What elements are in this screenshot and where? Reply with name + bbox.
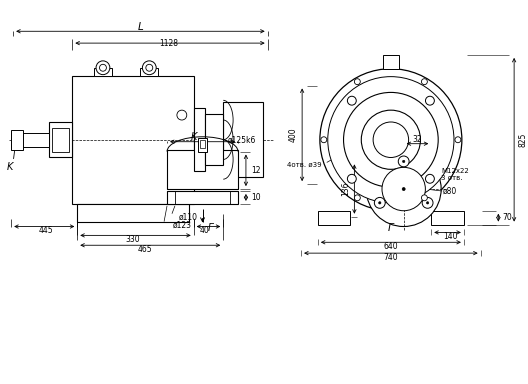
Text: 4отв. ø39: 4отв. ø39 xyxy=(287,161,322,167)
Bar xyxy=(194,108,205,171)
Text: 1128: 1128 xyxy=(159,39,178,48)
Bar xyxy=(140,68,158,76)
Bar xyxy=(11,133,49,147)
Circle shape xyxy=(96,61,110,74)
Text: 140: 140 xyxy=(443,232,457,241)
Text: 3 отв.: 3 отв. xyxy=(441,175,463,181)
Circle shape xyxy=(373,122,409,157)
Circle shape xyxy=(421,79,427,84)
Text: 445: 445 xyxy=(39,226,53,235)
Bar xyxy=(223,102,263,177)
Text: ø80: ø80 xyxy=(443,187,457,195)
Circle shape xyxy=(374,197,385,208)
Circle shape xyxy=(361,110,420,169)
Text: 70: 70 xyxy=(502,213,512,222)
Circle shape xyxy=(366,152,441,227)
Circle shape xyxy=(320,69,462,211)
Bar xyxy=(318,211,351,225)
Text: 10: 10 xyxy=(251,193,260,202)
Text: 640: 640 xyxy=(383,242,398,251)
Text: 330: 330 xyxy=(125,235,140,244)
Bar xyxy=(72,76,194,204)
Circle shape xyxy=(382,167,426,211)
Text: Г: Г xyxy=(388,223,394,233)
Bar xyxy=(52,128,69,152)
Circle shape xyxy=(398,156,409,167)
Circle shape xyxy=(426,174,435,183)
Circle shape xyxy=(426,96,435,105)
Text: M12x22: M12x22 xyxy=(441,168,469,174)
Circle shape xyxy=(354,79,360,84)
Circle shape xyxy=(455,137,461,143)
Text: 825: 825 xyxy=(518,132,527,147)
Circle shape xyxy=(143,61,156,74)
Bar xyxy=(200,140,205,147)
Bar xyxy=(77,204,188,222)
Circle shape xyxy=(421,195,427,201)
Text: 12: 12 xyxy=(251,166,260,175)
Circle shape xyxy=(422,197,433,208)
Text: 32: 32 xyxy=(413,135,422,144)
Circle shape xyxy=(379,202,381,204)
Circle shape xyxy=(347,96,356,105)
Text: K: K xyxy=(6,162,13,172)
Bar xyxy=(167,191,238,204)
Text: K: K xyxy=(191,132,197,142)
Circle shape xyxy=(99,64,107,71)
Text: Г: Г xyxy=(208,223,213,233)
Circle shape xyxy=(328,77,454,203)
Text: ø123: ø123 xyxy=(173,221,192,230)
Circle shape xyxy=(402,160,405,162)
Bar xyxy=(49,122,72,157)
Text: ø110: ø110 xyxy=(179,213,198,222)
Circle shape xyxy=(354,195,360,201)
Circle shape xyxy=(427,202,429,204)
Text: 740: 740 xyxy=(383,253,398,262)
Bar xyxy=(167,150,238,189)
Bar xyxy=(11,130,23,150)
Text: ø125k6: ø125k6 xyxy=(228,135,257,144)
Text: L: L xyxy=(137,22,143,32)
Bar xyxy=(431,211,464,225)
Circle shape xyxy=(177,110,187,120)
Text: 400: 400 xyxy=(288,127,297,142)
Bar xyxy=(94,68,112,76)
Bar xyxy=(383,55,399,69)
Circle shape xyxy=(347,174,356,183)
Circle shape xyxy=(402,187,405,190)
Text: 40: 40 xyxy=(200,226,210,235)
Bar xyxy=(205,114,223,166)
Text: 465: 465 xyxy=(138,245,153,254)
Circle shape xyxy=(321,137,327,143)
Bar xyxy=(197,138,208,152)
Text: 136: 136 xyxy=(342,182,351,196)
Circle shape xyxy=(146,64,153,71)
Circle shape xyxy=(344,93,438,187)
